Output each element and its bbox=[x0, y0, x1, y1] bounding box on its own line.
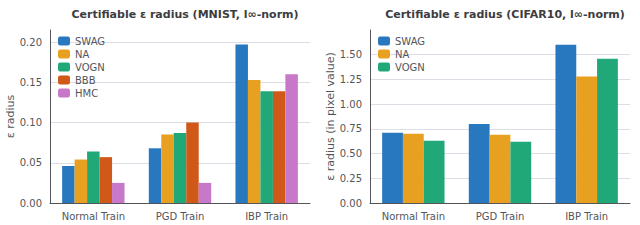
svg-text:0.05: 0.05 bbox=[20, 157, 42, 168]
svg-text:VOGN: VOGN bbox=[395, 62, 425, 73]
svg-text:Certifiable ε radius (CIFAR10,: Certifiable ε radius (CIFAR10, l∞-norm) bbox=[385, 8, 625, 21]
svg-text:SWAG: SWAG bbox=[395, 36, 425, 47]
svg-text:0.00: 0.00 bbox=[20, 198, 42, 209]
svg-text:1.00: 1.00 bbox=[340, 99, 362, 110]
svg-text:0.50: 0.50 bbox=[340, 148, 362, 159]
svg-text:ε radius (in pixel value): ε radius (in pixel value) bbox=[324, 52, 337, 181]
svg-text:VOGN: VOGN bbox=[75, 62, 105, 73]
svg-text:0.25: 0.25 bbox=[340, 173, 362, 184]
svg-text:NA: NA bbox=[395, 49, 409, 60]
svg-text:BBB: BBB bbox=[75, 75, 96, 86]
svg-text:Normal Train: Normal Train bbox=[62, 211, 125, 222]
svg-text:ε radius: ε radius bbox=[4, 95, 17, 139]
svg-text:0.00: 0.00 bbox=[340, 198, 362, 209]
svg-text:0.15: 0.15 bbox=[20, 77, 42, 88]
svg-text:IBP Train: IBP Train bbox=[565, 211, 608, 222]
svg-text:IBP Train: IBP Train bbox=[245, 211, 288, 222]
svg-text:PGD Train: PGD Train bbox=[476, 211, 525, 222]
svg-text:HMC: HMC bbox=[75, 88, 98, 99]
svg-text:1.25: 1.25 bbox=[340, 74, 362, 85]
svg-text:1.50: 1.50 bbox=[340, 49, 362, 60]
svg-text:NA: NA bbox=[75, 49, 89, 60]
svg-text:0.10: 0.10 bbox=[20, 117, 42, 128]
svg-text:Normal Train: Normal Train bbox=[382, 211, 445, 222]
svg-text:SWAG: SWAG bbox=[75, 36, 105, 47]
svg-text:0.20: 0.20 bbox=[20, 37, 42, 48]
svg-text:PGD Train: PGD Train bbox=[156, 211, 205, 222]
svg-text:Certifiable ε radius (MNIST, l: Certifiable ε radius (MNIST, l∞-norm) bbox=[71, 8, 298, 21]
svg-text:0.75: 0.75 bbox=[340, 123, 362, 134]
